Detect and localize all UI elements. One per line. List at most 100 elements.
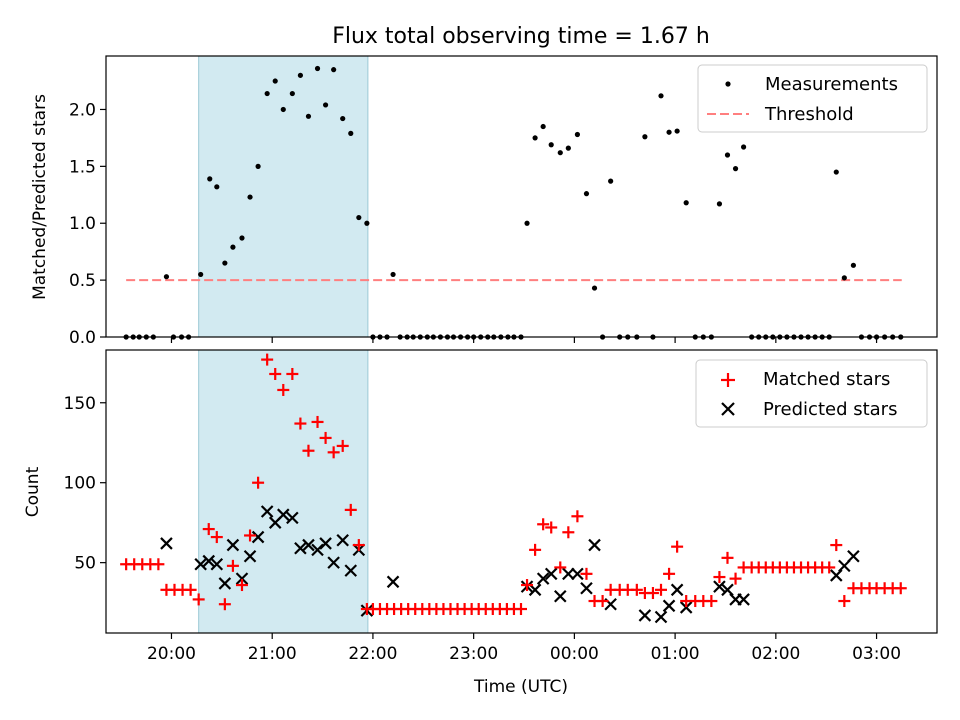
bottom-panel: 50 100 150 20:00 21:00 22:00 23:00 00:00 01:00 0… bbox=[23, 349, 938, 697]
measurement-point bbox=[322, 102, 329, 108]
matched-point bbox=[545, 521, 558, 534]
matched-point bbox=[830, 539, 843, 552]
top-y-axis-label: Matched/Predicted stars bbox=[30, 94, 50, 300]
predicted-point bbox=[260, 505, 274, 518]
matched-point bbox=[521, 579, 534, 592]
predicted-point bbox=[344, 564, 358, 577]
matched-point bbox=[319, 431, 332, 444]
y-tick-label: 2.0 bbox=[69, 100, 96, 120]
matched-point bbox=[311, 415, 324, 428]
measurement-point bbox=[557, 150, 563, 156]
matched-point bbox=[261, 353, 274, 366]
bottom-axes-frame bbox=[105, 349, 938, 634]
matched-point bbox=[529, 543, 542, 556]
measurement-point bbox=[222, 260, 228, 266]
matched-point bbox=[554, 561, 567, 574]
x-tick-label: 00:00 bbox=[550, 644, 599, 664]
matched-point bbox=[823, 561, 836, 574]
matched-point bbox=[705, 595, 718, 608]
top-panel: 0.00.51.01.52.0 Matched/Predicted stars … bbox=[30, 55, 938, 348]
matched-point bbox=[184, 583, 197, 596]
measurement-point bbox=[163, 274, 170, 280]
measurement-point bbox=[608, 178, 614, 184]
predicted-point bbox=[302, 538, 315, 552]
matched-point bbox=[580, 567, 593, 580]
legend-matched-label: Matched stars bbox=[763, 369, 890, 390]
measurement-point bbox=[532, 135, 538, 141]
x-tick-label: 21:00 bbox=[248, 644, 297, 664]
matched-markers bbox=[120, 353, 907, 616]
matched-point bbox=[562, 526, 575, 539]
legend-measurements-label: Measurements bbox=[765, 74, 898, 95]
measurement-point bbox=[850, 262, 856, 268]
matched-point bbox=[713, 571, 726, 584]
matched-point bbox=[210, 531, 223, 544]
x-tick-label: 03:00 bbox=[852, 644, 901, 664]
matched-point bbox=[514, 603, 527, 616]
predicted-point bbox=[319, 537, 332, 550]
measurement-point bbox=[214, 184, 220, 190]
x-tick-label: 20:00 bbox=[147, 644, 196, 664]
predicted-point bbox=[528, 583, 542, 597]
matched-point bbox=[729, 572, 742, 585]
measurement-point bbox=[591, 285, 598, 291]
measurement-point bbox=[289, 90, 295, 97]
y-tick-label: 1.0 bbox=[69, 214, 96, 234]
predicted-point bbox=[226, 538, 240, 552]
measurement-point bbox=[364, 220, 370, 226]
top-y-ticks: 0.0 0.5 1.0 1.5 2.0 bbox=[69, 100, 106, 348]
predicted-point bbox=[194, 557, 207, 571]
top-legend: Measurements Threshold bbox=[697, 64, 928, 133]
predicted-point bbox=[160, 537, 173, 550]
matched-point bbox=[192, 593, 205, 606]
matched-point bbox=[244, 529, 257, 542]
measurement-point bbox=[305, 113, 312, 119]
predicted-point bbox=[580, 581, 593, 595]
y-tick-label: 100 bbox=[64, 474, 96, 494]
matched-point bbox=[894, 582, 907, 595]
measurement-point bbox=[340, 115, 346, 122]
measurement-point bbox=[548, 142, 554, 148]
measurement-point bbox=[280, 106, 286, 113]
predicted-point bbox=[554, 589, 567, 603]
matched-point bbox=[630, 583, 643, 596]
matched-point bbox=[252, 476, 265, 489]
measurement-point bbox=[247, 194, 253, 200]
bottom-y-ticks: 50 100 150 bbox=[64, 394, 106, 574]
measurement-point bbox=[841, 275, 847, 281]
predicted-point bbox=[679, 601, 693, 614]
measurement-point bbox=[716, 201, 723, 207]
y-tick-label: 150 bbox=[64, 394, 96, 414]
predicted-point bbox=[218, 577, 232, 590]
predicted-point bbox=[286, 511, 299, 525]
matched-point bbox=[336, 439, 349, 452]
matched-point bbox=[721, 551, 734, 564]
measurement-point bbox=[741, 144, 747, 150]
matched-point bbox=[218, 598, 231, 611]
legend-measurement-marker bbox=[725, 81, 731, 87]
x-tick-label: 01:00 bbox=[651, 644, 700, 664]
measurement-point bbox=[524, 220, 530, 226]
matched-point bbox=[663, 567, 676, 580]
measurement-point bbox=[583, 191, 590, 197]
predicted-point bbox=[544, 567, 558, 581]
measurement-point bbox=[565, 145, 571, 151]
matched-point bbox=[269, 367, 282, 380]
measurement-point bbox=[297, 72, 304, 78]
matched-point bbox=[537, 518, 550, 531]
measurement-point bbox=[390, 271, 396, 278]
predicted-point bbox=[235, 572, 249, 585]
top-highlight-band bbox=[198, 55, 369, 338]
y-tick-label: 0.5 bbox=[69, 271, 96, 291]
measurement-point bbox=[331, 67, 337, 73]
predicted-point bbox=[713, 580, 726, 593]
predicted-point bbox=[737, 593, 750, 606]
measurement-point bbox=[272, 78, 278, 84]
predicted-point bbox=[670, 583, 684, 597]
measurement-point bbox=[732, 166, 739, 172]
x-axis-label: Time (UTC) bbox=[473, 677, 568, 697]
predicted-point bbox=[277, 508, 290, 521]
matched-point bbox=[671, 540, 684, 553]
top-legend-box bbox=[697, 64, 928, 133]
